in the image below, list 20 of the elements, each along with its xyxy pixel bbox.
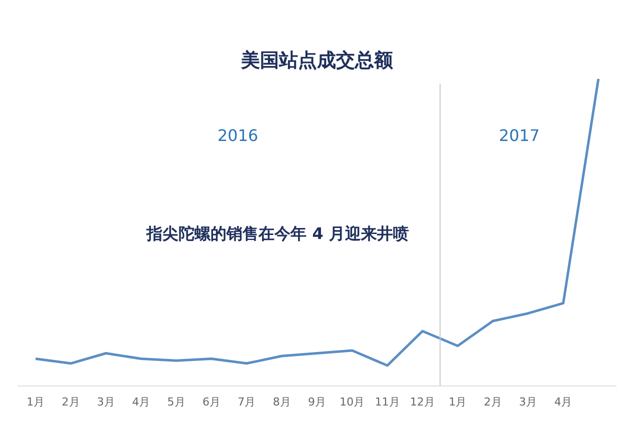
x-tick-label: 2月 (62, 395, 80, 408)
x-tick-label: 3月 (519, 395, 538, 408)
x-tick-label: 2月 (484, 395, 502, 408)
x-tick-label: 1月 (26, 395, 45, 408)
x-tick-label: 12月 (410, 395, 436, 408)
x-tick-label: 1月 (448, 395, 467, 408)
x-tick-label: 7月 (238, 395, 256, 408)
annotation: 2016 (217, 126, 258, 145)
annotation: 指尖陀螺的销售在今年 4 月迎来井喷 (146, 224, 409, 243)
x-tick-label: 11月 (374, 395, 400, 408)
annotation: 2017 (498, 126, 540, 145)
x-tick-label: 4月 (554, 395, 572, 408)
x-tick-label: 5月 (167, 395, 186, 408)
chart-title: 美国站点成交总额 (240, 49, 394, 72)
x-tick-label: 8月 (272, 395, 291, 408)
x-tick-label: 9月 (308, 395, 326, 408)
x-tick-label: 6月 (202, 395, 220, 408)
x-tick-label: 3月 (96, 395, 115, 408)
x-tick-label: 4月 (132, 395, 150, 408)
x-tick-label: 10月 (340, 395, 365, 408)
